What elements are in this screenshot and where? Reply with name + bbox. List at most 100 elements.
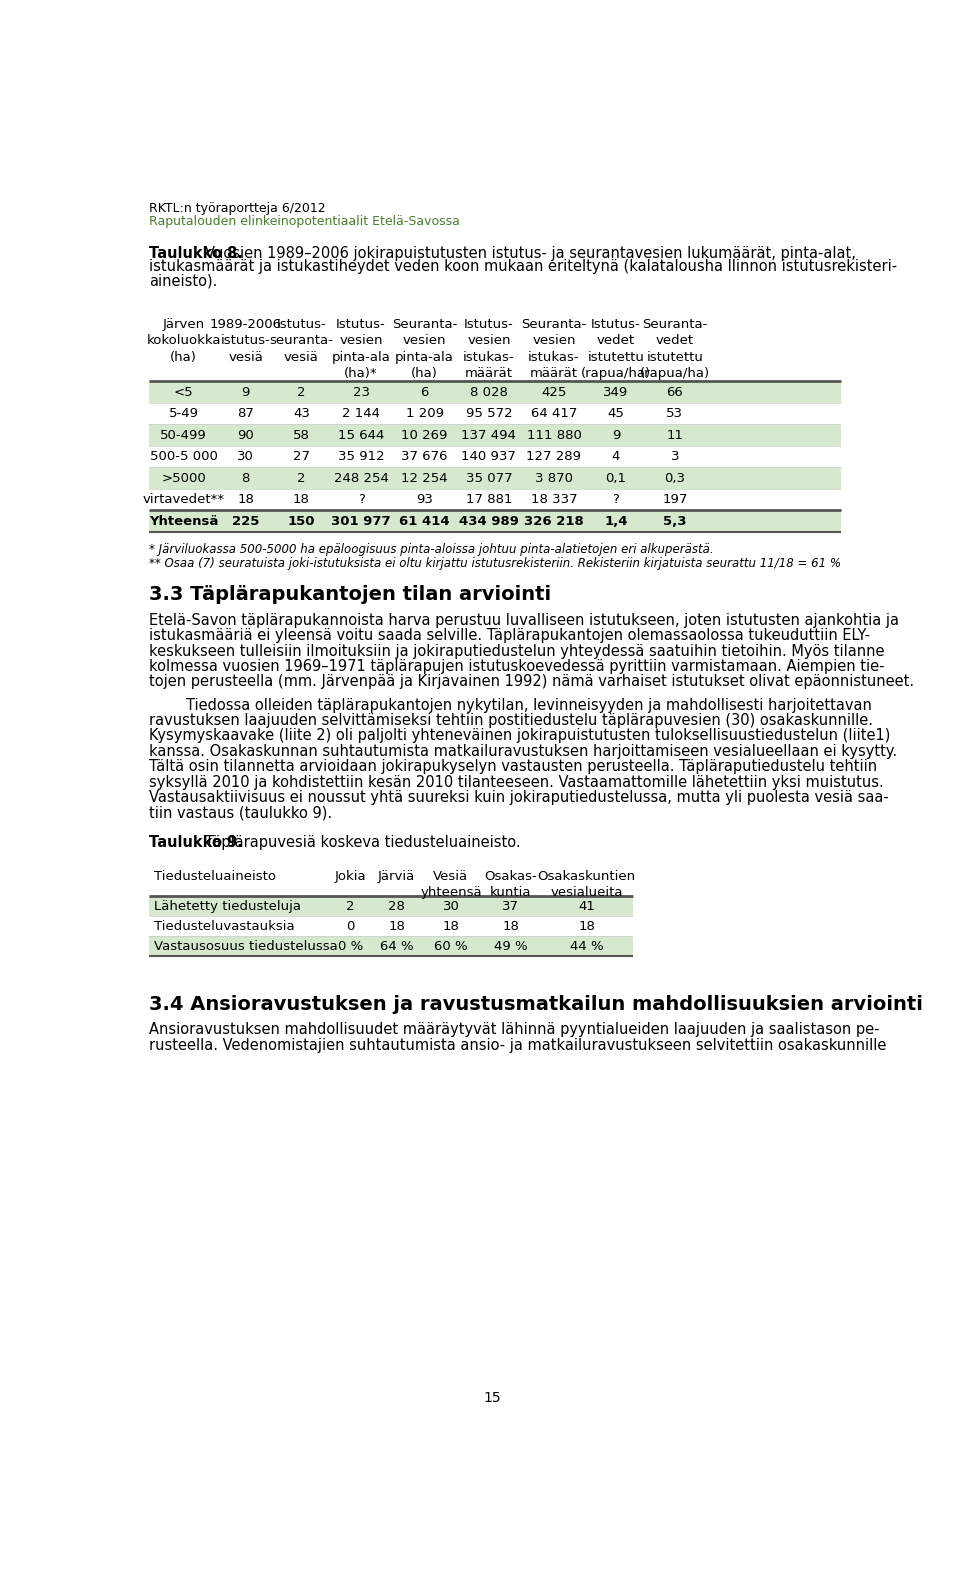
Text: Jokia: Jokia [334, 870, 366, 882]
Text: Etelä-Savon täplärapukannoista harva perustuu luvalliseen istutukseen, joten ist: Etelä-Savon täplärapukannoista harva per… [150, 613, 900, 627]
Text: 1,4: 1,4 [604, 515, 628, 527]
Text: Osakas-
kuntia: Osakas- kuntia [484, 870, 537, 900]
Text: 425: 425 [541, 385, 566, 399]
Text: Ansioravustuksen mahdollisuudet määräytyvät lähinnä pyyntialueiden laajuuden ja : Ansioravustuksen mahdollisuudet määräyty… [150, 1022, 880, 1038]
Text: 50-499: 50-499 [160, 429, 207, 442]
Text: Seuranta-
vedet
istutettu
(rapua/ha): Seuranta- vedet istutettu (rapua/ha) [639, 318, 710, 380]
Text: 61 414: 61 414 [399, 515, 450, 527]
Text: 9: 9 [612, 429, 620, 442]
Text: 0,1: 0,1 [606, 472, 627, 485]
Text: Tältä osin tilannetta arvioidaan jokirapukyselyn vastausten perusteella. Täplära: Tältä osin tilannetta arvioidaan jokirap… [150, 759, 877, 775]
Text: 5,3: 5,3 [663, 515, 686, 527]
Text: 93: 93 [416, 494, 433, 507]
Text: 137 494: 137 494 [462, 429, 516, 442]
Bar [150, 425, 841, 445]
Text: 140 937: 140 937 [462, 450, 516, 464]
Text: 18: 18 [443, 920, 460, 933]
Text: Vastausosuus tiedustelussa: Vastausosuus tiedustelussa [155, 939, 338, 954]
Text: >5000: >5000 [161, 472, 206, 485]
Text: aineisto).: aineisto). [150, 272, 218, 288]
Text: kanssa. Osakaskunnan suhtautumista matkailuravustuksen harjoittamiseen vesialuee: kanssa. Osakaskunnan suhtautumista matka… [150, 744, 898, 759]
Text: 41: 41 [578, 900, 595, 912]
Text: Kysymyskaavake (liite 2) oli paljolti yhteneväinen jokirapuistutusten tulokselli: Kysymyskaavake (liite 2) oli paljolti yh… [150, 729, 891, 743]
Text: * Järviluokassa 500-5000 ha epäloogisuus pinta-aloissa johtuu pinta-alatietojen : * Järviluokassa 500-5000 ha epäloogisuus… [150, 543, 714, 556]
Text: 3.3 Täplärapukantojen tilan arviointi: 3.3 Täplärapukantojen tilan arviointi [150, 584, 552, 604]
Text: Tiedossa olleiden täplärapukantojen nykytilan, levinneisyyden ja mahdollisesti h: Tiedossa olleiden täplärapukantojen nyky… [150, 697, 873, 713]
Text: ?: ? [612, 494, 619, 507]
Text: 349: 349 [604, 385, 629, 399]
Text: rusteella. Vedenomistajien suhtautumista ansio- ja matkailuravustukseen selvitet: rusteella. Vedenomistajien suhtautumista… [150, 1038, 887, 1053]
Text: 23: 23 [352, 385, 370, 399]
Text: 18: 18 [502, 920, 519, 933]
Text: 9: 9 [241, 385, 250, 399]
Text: 35 077: 35 077 [466, 472, 513, 485]
Text: 64 417: 64 417 [531, 407, 577, 420]
Text: 111 880: 111 880 [527, 429, 582, 442]
Text: 225: 225 [232, 515, 259, 527]
Text: 2: 2 [297, 385, 305, 399]
Text: Taulukko 8.: Taulukko 8. [150, 246, 244, 260]
Text: 150: 150 [288, 515, 315, 527]
Text: 1989-2006
istutus-
vesiä: 1989-2006 istutus- vesiä [209, 318, 281, 364]
Text: tiin vastaus (taulukko 9).: tiin vastaus (taulukko 9). [150, 805, 332, 821]
Text: 500-5 000: 500-5 000 [150, 450, 218, 464]
Text: 30: 30 [443, 900, 460, 912]
Text: 1 209: 1 209 [405, 407, 444, 420]
Text: <5: <5 [174, 385, 193, 399]
Text: 37: 37 [502, 900, 519, 912]
Text: 53: 53 [666, 407, 684, 420]
Text: ?: ? [357, 494, 365, 507]
Text: Istutus-
vesien
istukas-
määrät: Istutus- vesien istukas- määrät [463, 318, 515, 380]
Text: 58: 58 [293, 429, 310, 442]
Text: 30: 30 [237, 450, 254, 464]
Text: 3: 3 [671, 450, 679, 464]
Text: 10 269: 10 269 [401, 429, 447, 442]
Text: 8 028: 8 028 [470, 385, 508, 399]
Text: 17 881: 17 881 [466, 494, 512, 507]
Text: Istutus-
seuranta-
vesiä: Istutus- seuranta- vesiä [270, 318, 333, 364]
Bar [150, 382, 841, 402]
Text: 90: 90 [237, 429, 254, 442]
Text: 18: 18 [578, 920, 595, 933]
Text: 197: 197 [662, 494, 687, 507]
Text: 12 254: 12 254 [401, 472, 448, 485]
Text: 87: 87 [237, 407, 254, 420]
Text: syksyllä 2010 ja kohdistettiin kesän 2010 tilanteeseen. Vastaamattomille lähetet: syksyllä 2010 ja kohdistettiin kesän 201… [150, 775, 884, 789]
Text: Vastausaktiivisuus ei noussut yhtä suureksi kuin jokiraputiedustelussa, mutta yl: Vastausaktiivisuus ei noussut yhtä suure… [150, 790, 889, 805]
Text: 66: 66 [666, 385, 684, 399]
Text: Vuosien 1989–2006 jokirapuistutusten istutus- ja seurantavesien lukumäärät, pint: Vuosien 1989–2006 jokirapuistutusten ist… [205, 246, 856, 260]
Text: 18: 18 [293, 494, 310, 507]
Text: virtavedet**: virtavedet** [142, 494, 225, 507]
Text: 49 %: 49 % [493, 939, 527, 954]
Text: 28: 28 [388, 900, 405, 912]
Text: ravustuksen laajuuden selvittämiseksi tehtiin postitiedustelu täplärapuvesien (3: ravustuksen laajuuden selvittämiseksi te… [150, 713, 874, 729]
Text: istukasmäärät ja istukastiheydet veden koon mukaan eriteltynä (kalatalousha llin: istukasmäärät ja istukastiheydet veden k… [150, 260, 898, 274]
Text: 2: 2 [297, 472, 305, 485]
Text: 301 977: 301 977 [331, 515, 391, 527]
Text: 0 %: 0 % [338, 939, 363, 954]
Text: 95 572: 95 572 [466, 407, 513, 420]
Text: 5-49: 5-49 [169, 407, 199, 420]
Text: Vesiä
yhteensä: Vesiä yhteensä [420, 870, 482, 900]
Text: Tiedusteluvastauksia: Tiedusteluvastauksia [155, 920, 295, 933]
Text: ** Osaa (7) seuratuista joki-istutuksista ei oltu kirjattu istutusrekisteriin. R: ** Osaa (7) seuratuista joki-istutuksist… [150, 556, 842, 570]
Text: 27: 27 [293, 450, 310, 464]
Text: Järven
kokoluokka
(ha): Järven kokoluokka (ha) [146, 318, 221, 364]
Text: 0,3: 0,3 [664, 472, 685, 485]
Text: RKTL:n työraportteja 6/2012: RKTL:n työraportteja 6/2012 [150, 203, 326, 215]
Text: 6: 6 [420, 385, 429, 399]
Text: Istutus-
vesien
pinta-ala
(ha)*: Istutus- vesien pinta-ala (ha)* [331, 318, 391, 380]
Text: 60 %: 60 % [434, 939, 468, 954]
Text: 43: 43 [293, 407, 310, 420]
Text: 15: 15 [483, 1391, 501, 1405]
Text: Osakaskuntien
vesialueita: Osakaskuntien vesialueita [538, 870, 636, 900]
Text: Täplärapuvesiä koskeva tiedusteluaineisto.: Täplärapuvesiä koskeva tiedusteluaineist… [205, 835, 521, 849]
Text: Tiedusteluaineisto: Tiedusteluaineisto [155, 870, 276, 882]
Bar [150, 510, 841, 532]
Text: 45: 45 [608, 407, 624, 420]
Text: 2: 2 [346, 900, 354, 912]
Text: 3 870: 3 870 [535, 472, 573, 485]
Text: Yhteensä: Yhteensä [149, 515, 218, 527]
Text: 2 144: 2 144 [342, 407, 380, 420]
Text: 4: 4 [612, 450, 620, 464]
